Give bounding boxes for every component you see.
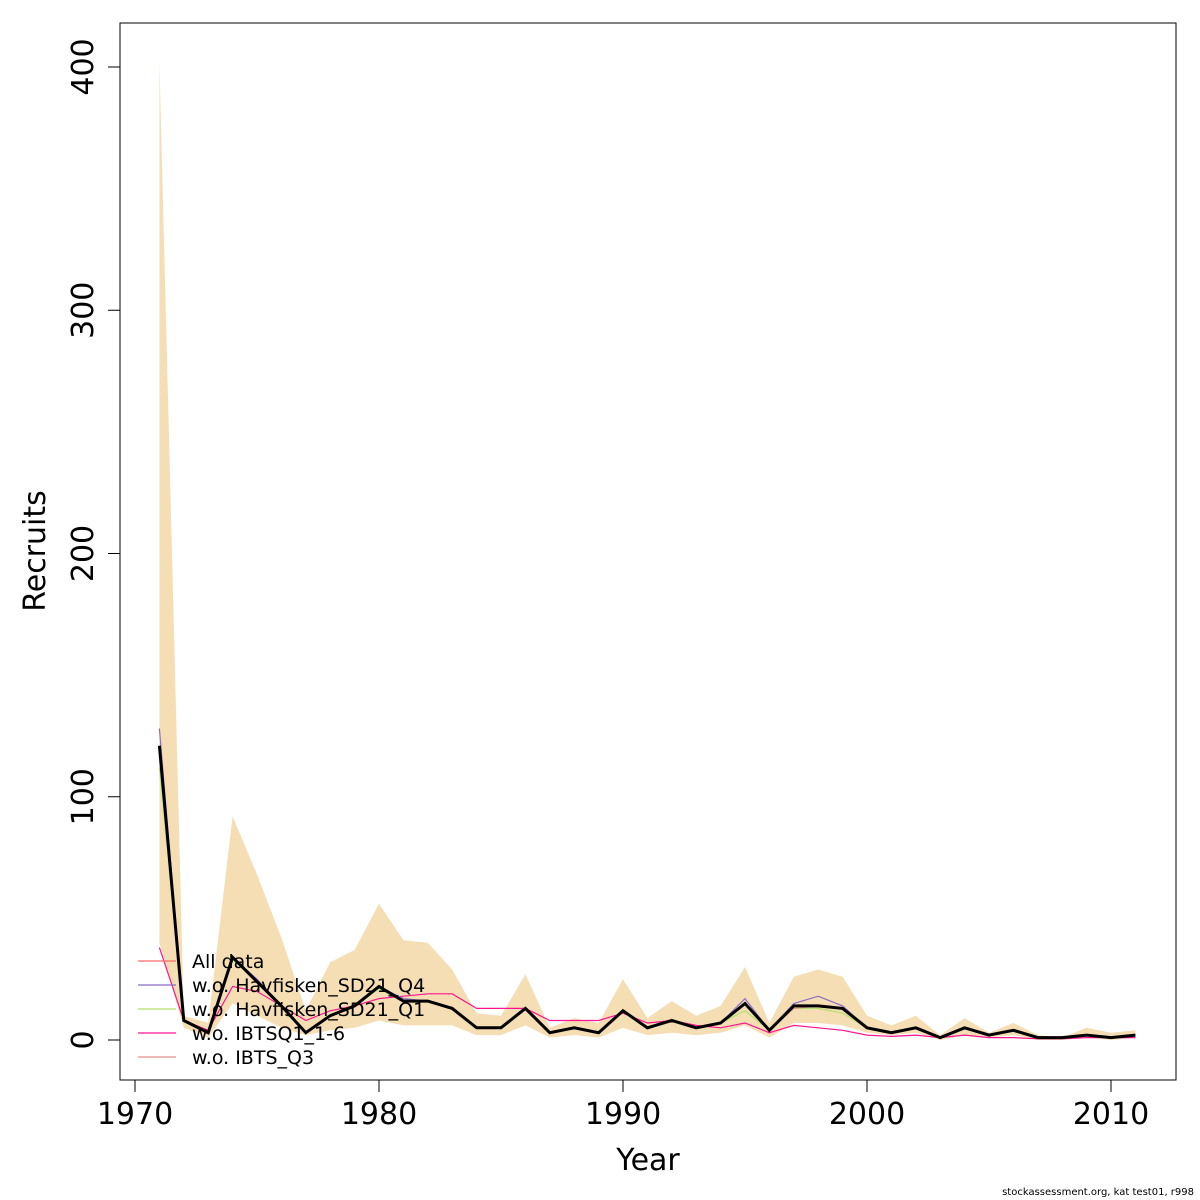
x-tick-label-2000: 2000 xyxy=(829,1097,905,1132)
y-tick-label-200: 200 xyxy=(66,525,101,582)
y-tick-label-300: 300 xyxy=(66,282,101,339)
legend-label-0: All data xyxy=(192,951,264,973)
confidence-band-layer xyxy=(159,62,1136,1041)
x-axis-label: Year xyxy=(615,1143,680,1178)
legend-label-4: w.o. IBTS_Q3 xyxy=(192,1047,314,1069)
x-tick-label-2010: 2010 xyxy=(1073,1097,1149,1132)
confidence-band xyxy=(159,62,1136,1041)
series-line-3 xyxy=(158,947,1136,1040)
legend-label-3: w.o. IBTSQ1_1-6 xyxy=(192,1023,345,1045)
y-tick-label-400: 400 xyxy=(66,38,101,95)
legend-label-1: w.o. Havfisken_SD21_Q4 xyxy=(192,975,425,997)
y-tick-label-0: 0 xyxy=(66,1030,101,1049)
y-axis: 0 100 200 300 400 xyxy=(66,38,121,1050)
estimate-line xyxy=(157,745,1136,1040)
y-tick-label-100: 100 xyxy=(66,768,101,825)
x-tick-label-1990: 1990 xyxy=(585,1097,661,1132)
x-axis: 1970 1980 1990 2000 2010 xyxy=(97,1079,1149,1132)
footer-credit: stockassessment.org, kat test01, r998 xyxy=(1002,1187,1194,1198)
series-layer xyxy=(157,728,1136,1040)
y-axis-label: Recruits xyxy=(18,490,53,612)
x-tick-label-1980: 1980 xyxy=(341,1097,417,1132)
legend-label-2: w.o. Havfisken_SD21_Q1 xyxy=(192,999,425,1021)
x-tick-label-1970: 1970 xyxy=(97,1097,173,1132)
